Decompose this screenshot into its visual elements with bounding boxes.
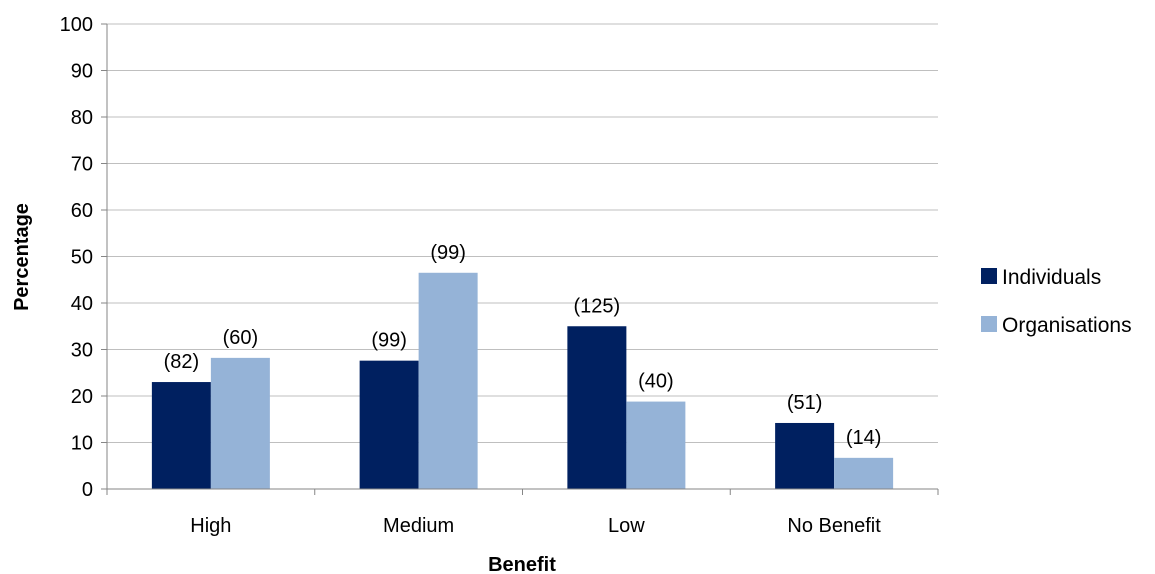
x-axis-title: Benefit — [488, 554, 556, 574]
legend-label: Individuals — [1002, 266, 1101, 289]
data-label: (99) — [371, 330, 407, 352]
y-tick-label: 30 — [71, 340, 93, 362]
y-tick-labels: 0 10 20 30 40 50 60 70 80 90 100 — [60, 14, 93, 501]
bar-organisations-0 — [210, 357, 270, 489]
bar-individuals-2 — [567, 326, 627, 489]
data-label: (125) — [574, 295, 621, 317]
bars — [151, 272, 894, 489]
y-tick-label: 80 — [71, 107, 93, 129]
legend: Individuals Organisations — [981, 266, 1132, 337]
y-tick-label: 50 — [71, 247, 93, 269]
data-label: (60) — [223, 327, 259, 349]
bar-individuals-3 — [775, 422, 835, 489]
x-category-label: No Benefit — [787, 515, 881, 537]
bar-individuals-0 — [151, 382, 211, 489]
legend-swatch — [981, 316, 997, 332]
x-category-label: Low — [608, 515, 645, 537]
data-labels: (82) (60) (99) (99) (125) (40) (51) (14) — [164, 242, 882, 449]
data-label: (14) — [846, 427, 882, 449]
legend-label: Organisations — [1002, 314, 1132, 337]
legend-swatch — [981, 268, 997, 284]
y-tick-label: 90 — [71, 61, 93, 83]
x-category-labels: High Medium Low No Benefit — [190, 515, 881, 537]
bar-individuals-1 — [359, 360, 419, 489]
y-tick-label: 100 — [60, 14, 93, 36]
x-category-label: Medium — [383, 515, 454, 537]
y-tick-label: 10 — [71, 433, 93, 455]
y-tick-label: 20 — [71, 386, 93, 408]
data-label: (99) — [430, 242, 466, 264]
data-label: (40) — [638, 371, 674, 393]
y-axis-title: Percentage — [11, 203, 33, 311]
x-category-label: High — [190, 515, 231, 537]
data-label: (51) — [787, 392, 823, 414]
y-tick-label: 60 — [71, 200, 93, 222]
bar-organisations-2 — [626, 401, 686, 489]
y-tick-label: 70 — [71, 154, 93, 176]
data-label: (82) — [164, 351, 200, 373]
bar-organisations-3 — [834, 457, 894, 489]
bar-organisations-1 — [418, 272, 478, 489]
axes — [101, 23, 939, 495]
y-tick-label: 0 — [82, 479, 93, 501]
y-tick-label: 40 — [71, 293, 93, 315]
